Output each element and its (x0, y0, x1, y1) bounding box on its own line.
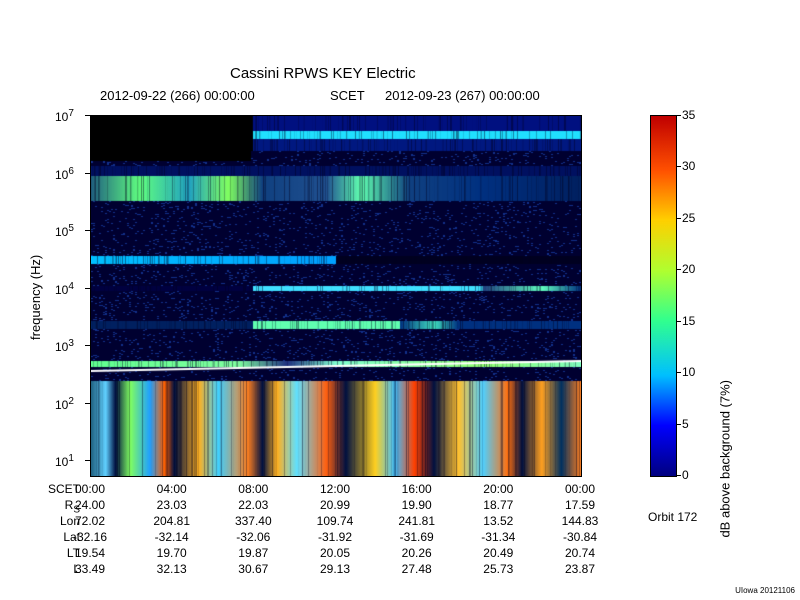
table-cell: 29.13 (305, 562, 365, 576)
table-cell: 72.02 (60, 514, 120, 528)
subtitle-right: 2012-09-23 (267) 00:00:00 (385, 88, 540, 103)
y-tick-label: 101 (55, 453, 74, 469)
table-cell: 04:00 (142, 482, 202, 496)
table-cell: 20.74 (550, 546, 610, 560)
table-cell: 109.74 (305, 514, 365, 528)
table-cell: 25.73 (468, 562, 528, 576)
y-tick-label: 103 (55, 338, 74, 354)
table-cell: 20.26 (387, 546, 447, 560)
colorbar-tick-label: 10 (682, 365, 695, 379)
table-cell: 144.83 (550, 514, 610, 528)
table-cell: -31.92 (305, 530, 365, 544)
table-cell: 204.81 (142, 514, 202, 528)
table-cell: 19.70 (142, 546, 202, 560)
table-cell: 30.67 (223, 562, 283, 576)
table-cell: 20:00 (468, 482, 528, 496)
y-tick-label: 106 (55, 166, 74, 182)
table-cell: 27.48 (387, 562, 447, 576)
chart-title: Cassini RPWS KEY Electric (230, 65, 416, 82)
colorbar-tick-label: 30 (682, 159, 695, 173)
table-cell: 16:00 (387, 482, 447, 496)
table-cell: 33.49 (60, 562, 120, 576)
colorbar-tick-label: 35 (682, 108, 695, 122)
table-cell: 18.77 (468, 498, 528, 512)
table-cell: 19.90 (387, 498, 447, 512)
table-cell: 24.00 (60, 498, 120, 512)
y-tick-label: 105 (55, 223, 74, 239)
y-tick-label: 104 (55, 281, 74, 297)
table-cell: -32.14 (142, 530, 202, 544)
table-cell: 32.13 (142, 562, 202, 576)
table-cell: -30.84 (550, 530, 610, 544)
subtitle-left: 2012-09-22 (266) 00:00:00 (100, 88, 255, 103)
colorbar (650, 115, 677, 477)
y-tick-label: 107 (55, 108, 74, 124)
table-cell: 13.52 (468, 514, 528, 528)
subtitle-center: SCET (330, 88, 365, 103)
table-cell: 20.49 (468, 546, 528, 560)
table-cell: 19.54 (60, 546, 120, 560)
table-cell: 12:00 (305, 482, 365, 496)
table-cell: 22.03 (223, 498, 283, 512)
colorbar-label: dB above background (7%) (718, 380, 733, 538)
table-cell: 17.59 (550, 498, 610, 512)
table-cell: 20.99 (305, 498, 365, 512)
colorbar-tick-label: 15 (682, 314, 695, 328)
table-cell: -31.34 (468, 530, 528, 544)
footer-credit: UIowa 20121106 (735, 586, 795, 595)
spectrogram-plot (90, 115, 582, 477)
table-cell: 19.87 (223, 546, 283, 560)
table-cell: 241.81 (387, 514, 447, 528)
table-cell: 08:00 (223, 482, 283, 496)
table-cell: 00:00 (550, 482, 610, 496)
table-cell: 00:00 (60, 482, 120, 496)
table-cell: 23.03 (142, 498, 202, 512)
spectrogram-figure: { "title": "Cassini RPWS KEY Electric", … (0, 0, 800, 600)
colorbar-tick-label: 20 (682, 262, 695, 276)
table-cell: 23.87 (550, 562, 610, 576)
table-cell: -32.16 (60, 530, 120, 544)
table-cell: -32.06 (223, 530, 283, 544)
y-tick-label: 102 (55, 396, 74, 412)
colorbar-tick-label: 5 (682, 417, 689, 431)
orbit-label: Orbit 172 (648, 510, 697, 524)
colorbar-tick-label: 0 (682, 468, 689, 482)
table-cell: 20.05 (305, 546, 365, 560)
table-cell: 337.40 (223, 514, 283, 528)
colorbar-tick-label: 25 (682, 211, 695, 225)
table-cell: -31.69 (387, 530, 447, 544)
y-axis-label: frequency (Hz) (28, 255, 43, 340)
